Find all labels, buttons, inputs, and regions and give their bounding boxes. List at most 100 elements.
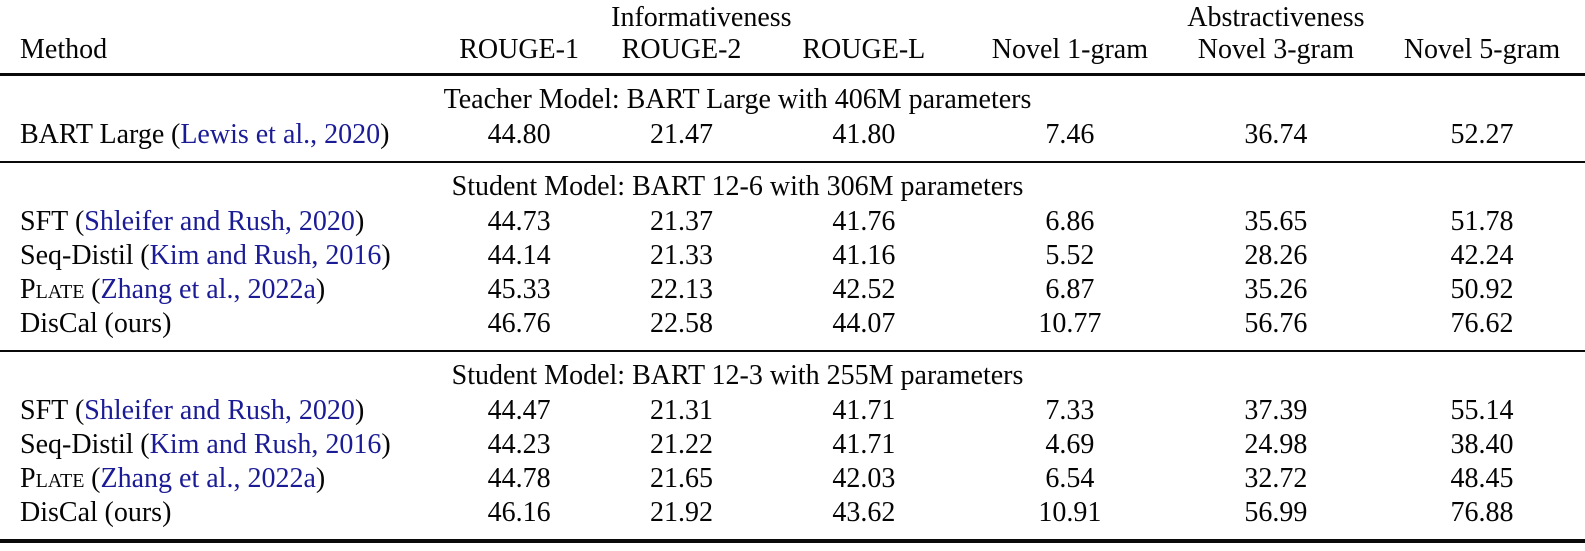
value-rougeL: 44.07 bbox=[832, 308, 896, 339]
table-row: Seq-Distil (Kim and Rush, 2016) 44.23 21.… bbox=[0, 428, 1585, 462]
paren-open: ( bbox=[74, 395, 85, 426]
section-title: Student Model: BART 12-6 with 306M param… bbox=[0, 161, 1585, 205]
value-novel1: 7.33 bbox=[1045, 395, 1095, 426]
paren-close: ) bbox=[381, 240, 391, 271]
method-cell: Plate (Zhang et al., 2022a) bbox=[0, 273, 436, 307]
value-novel1: 10.91 bbox=[1038, 497, 1102, 528]
value-novel5: 76.88 bbox=[1450, 497, 1514, 528]
value-novel5: 51.78 bbox=[1450, 206, 1514, 237]
value-rouge1: 44.73 bbox=[487, 206, 551, 237]
section-teacher: Teacher Model: BART Large with 406M para… bbox=[0, 75, 1585, 163]
method-name: Plate bbox=[20, 274, 85, 305]
value-rouge1: 46.76 bbox=[487, 308, 551, 339]
table-row: SFT (Shleifer and Rush, 2020) 44.47 21.31… bbox=[0, 394, 1585, 428]
table-row: Plate (Zhang et al., 2022a) 44.78 21.65 4… bbox=[0, 462, 1585, 496]
paren-open: ( bbox=[170, 119, 181, 150]
value-rouge2: 22.58 bbox=[650, 308, 714, 339]
paren-close: ) bbox=[354, 395, 365, 426]
value-rouge1: 45.33 bbox=[487, 274, 551, 305]
paren-close: ) bbox=[380, 119, 390, 150]
method-name: Seq-Distil bbox=[20, 240, 134, 271]
method-name: DisCal bbox=[20, 497, 98, 528]
table-row: BART Large (Lewis et al., 2020) 44.80 21.… bbox=[0, 118, 1585, 162]
section-title: Teacher Model: BART Large with 406M para… bbox=[443, 84, 1032, 115]
paren-open: ( bbox=[91, 274, 101, 305]
table-row: DisCal (ours) 46.76 22.58 44.07 10.77 56.… bbox=[0, 307, 1585, 351]
paren-open: ( bbox=[104, 497, 114, 528]
value-rouge1: 44.14 bbox=[487, 240, 551, 271]
value-rouge1: 44.47 bbox=[487, 395, 551, 426]
paren-open: ( bbox=[140, 240, 150, 271]
value-novel5: 48.45 bbox=[1450, 463, 1514, 494]
value-rougeL: 41.71 bbox=[832, 429, 896, 460]
value-rougeL: 41.76 bbox=[832, 206, 896, 237]
value-novel3: 28.26 bbox=[1244, 240, 1308, 271]
method-cell: DisCal (ours) bbox=[0, 496, 436, 541]
citation-link[interactable]: Zhang et al., 2022a bbox=[100, 463, 316, 494]
method-cell: Seq-Distil (Kim and Rush, 2016) bbox=[0, 428, 436, 462]
citation-link[interactable]: Zhang et al., 2022a bbox=[100, 274, 316, 305]
value-rouge1: 44.23 bbox=[487, 429, 551, 460]
method-cell: Plate (Zhang et al., 2022a) bbox=[0, 462, 436, 496]
column-header-rouge1: ROUGE-1 bbox=[435, 33, 603, 76]
value-novel5: 42.24 bbox=[1450, 240, 1514, 271]
value-rouge2: 21.47 bbox=[650, 119, 714, 150]
value-rougeL: 43.62 bbox=[832, 497, 896, 528]
value-rouge2: 21.37 bbox=[650, 206, 714, 237]
group-header-spacer bbox=[0, 0, 436, 33]
citation-link[interactable]: Kim and Rush, 2016 bbox=[149, 429, 382, 460]
citation-link[interactable]: Shleifer and Rush, 2020 bbox=[84, 395, 355, 426]
value-rouge1: 46.16 bbox=[487, 497, 551, 528]
column-header-row: Method ROUGE-1 ROUGE-2 ROUGE-L Novel 1-g… bbox=[0, 33, 1585, 76]
paren-close: ) bbox=[315, 463, 326, 494]
value-novel1: 7.46 bbox=[1045, 119, 1095, 150]
method-cell: DisCal (ours) bbox=[0, 307, 436, 351]
method-cell: SFT (Shleifer and Rush, 2020) bbox=[0, 394, 436, 428]
value-rouge2: 21.31 bbox=[650, 395, 714, 426]
value-rougeL: 41.16 bbox=[832, 240, 896, 271]
value-novel1: 5.52 bbox=[1045, 240, 1095, 271]
value-rouge2: 22.13 bbox=[650, 274, 714, 305]
paren-close: ) bbox=[354, 206, 365, 237]
method-cell: SFT (Shleifer and Rush, 2020) bbox=[0, 205, 436, 239]
table-row: Seq-Distil (Kim and Rush, 2016) 44.14 21.… bbox=[0, 239, 1585, 273]
value-novel5: 55.14 bbox=[1450, 395, 1514, 426]
paren-open: ( bbox=[104, 308, 114, 339]
citation-link[interactable]: Kim and Rush, 2016 bbox=[149, 240, 382, 271]
method-name: BART Large bbox=[20, 119, 165, 150]
section-title-row: Teacher Model: BART Large with 406M para… bbox=[0, 75, 1585, 119]
column-header-method: Method bbox=[0, 33, 436, 76]
paren-close: ) bbox=[162, 308, 172, 339]
value-rouge2: 21.22 bbox=[650, 429, 714, 460]
section-title-row: Student Model: BART 12-3 with 255M param… bbox=[0, 350, 1585, 394]
value-rougeL: 42.52 bbox=[832, 274, 896, 305]
value-novel5: 76.62 bbox=[1450, 308, 1514, 339]
value-rouge1: 44.78 bbox=[487, 463, 551, 494]
value-rougeL: 41.71 bbox=[832, 395, 896, 426]
value-rougeL: 41.80 bbox=[832, 119, 896, 150]
value-novel3: 32.72 bbox=[1244, 463, 1308, 494]
section-title-row: Student Model: BART 12-6 with 306M param… bbox=[0, 161, 1585, 205]
value-novel3: 36.74 bbox=[1244, 119, 1308, 150]
paren-close: ) bbox=[381, 429, 391, 460]
value-rouge2: 21.65 bbox=[650, 463, 714, 494]
column-header-novel5: Novel 5-gram bbox=[1378, 33, 1585, 76]
value-novel1: 6.87 bbox=[1045, 274, 1095, 305]
method-name: DisCal bbox=[20, 308, 98, 339]
method-cell: Seq-Distil (Kim and Rush, 2016) bbox=[0, 239, 436, 273]
value-novel1: 6.86 bbox=[1045, 206, 1095, 237]
table-row: SFT (Shleifer and Rush, 2020) 44.73 21.37… bbox=[0, 205, 1585, 239]
citation-link[interactable]: Shleifer and Rush, 2020 bbox=[84, 206, 355, 237]
citation-link[interactable]: Lewis et al., 2020 bbox=[180, 119, 381, 150]
table-row: DisCal (ours) 46.16 21.92 43.62 10.91 56.… bbox=[0, 496, 1585, 541]
method-note: ours bbox=[113, 308, 163, 339]
paren-close: ) bbox=[315, 274, 326, 305]
group-header-informativeness: Informativeness bbox=[611, 2, 792, 33]
value-novel3: 24.98 bbox=[1244, 429, 1308, 460]
group-header-row: Informativeness Abstractiveness bbox=[0, 0, 1585, 33]
value-novel1: 4.69 bbox=[1045, 429, 1095, 460]
column-header-novel1: Novel 1-gram bbox=[966, 33, 1173, 76]
value-rouge2: 21.92 bbox=[650, 497, 714, 528]
method-name: SFT bbox=[20, 395, 69, 426]
